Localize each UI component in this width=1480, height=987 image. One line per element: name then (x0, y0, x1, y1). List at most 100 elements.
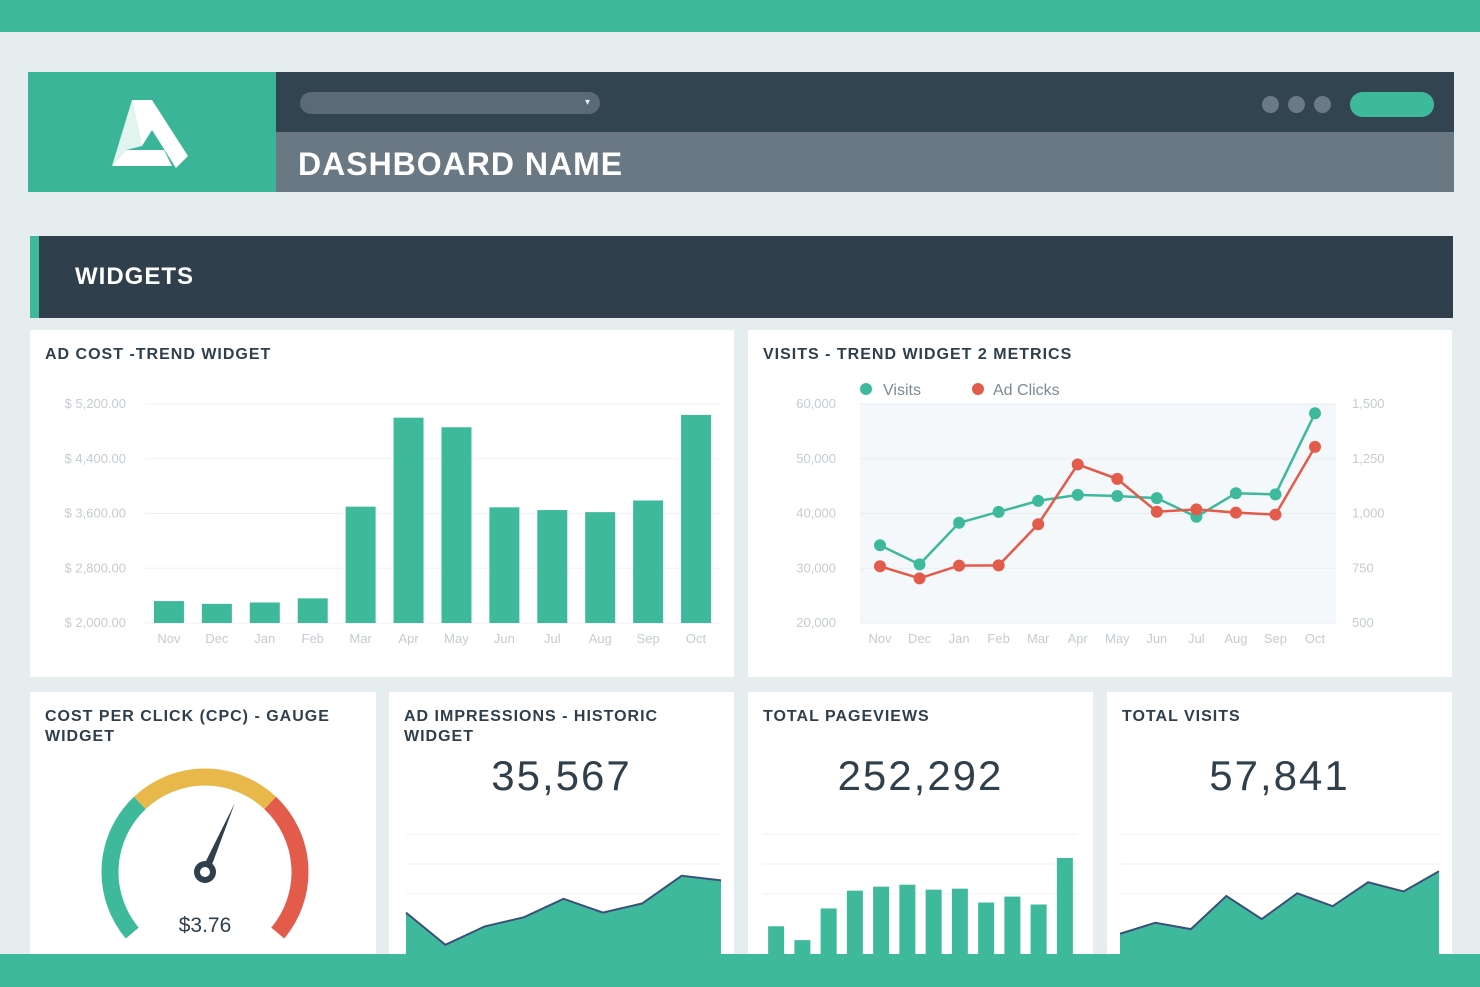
total-pageviews-value: 252,292 (837, 752, 1004, 799)
data-point (1111, 472, 1124, 485)
data-point (1032, 518, 1045, 531)
data-point (1269, 508, 1282, 521)
action-button[interactable] (1350, 92, 1434, 117)
dashboard-title: DASHBOARD NAME (298, 146, 624, 182)
area-fill (406, 875, 721, 954)
data-point (913, 558, 926, 571)
y-left-tick-label: 40,000 (796, 506, 836, 521)
pageviews-bar (846, 890, 863, 954)
x-tick-label: Jul (544, 631, 561, 646)
y-tick-label: $ 2,000.00 (65, 615, 126, 630)
y-left-tick-label: 20,000 (796, 615, 836, 630)
data-point (874, 560, 886, 573)
top-accent-band (0, 0, 1480, 32)
legend-marker (860, 383, 872, 395)
x-tick-label: Nov (157, 631, 181, 646)
bar-sep (633, 500, 664, 623)
area-line (405, 874, 722, 946)
data-point (1111, 489, 1124, 502)
x-tick-label: Feb (302, 631, 324, 646)
x-tick-label: Jan (254, 631, 275, 646)
pageviews-bar (899, 884, 916, 954)
widget-title: AD IMPRESSIONS - HISTORIC WIDGET (404, 708, 659, 745)
y-tick-label: $ 5,200.00 (65, 396, 126, 411)
gauge-segment (101, 796, 146, 939)
cpc-gauge: $3.76 (101, 768, 309, 939)
bar-feb (297, 598, 328, 623)
x-tick-label: Apr (1068, 631, 1089, 646)
app-logo[interactable] (28, 72, 276, 192)
bar-jun (489, 507, 520, 623)
bar-jul (537, 510, 568, 623)
bottom-accent-band (0, 954, 1480, 987)
x-tick-label: Dec (205, 631, 229, 646)
more-dots-icon[interactable] (1314, 96, 1331, 113)
data-point (953, 516, 966, 529)
y-left-tick-label: 30,000 (796, 560, 836, 575)
dashboard-title-bar: DASHBOARD NAME (276, 132, 1454, 192)
y-right-tick-label: 1,500 (1352, 396, 1385, 411)
widget-title: AD COST -TREND WIDGET (45, 346, 272, 363)
x-tick-label: Jun (1146, 631, 1167, 646)
x-tick-label: Feb (987, 631, 1009, 646)
area-line (1119, 870, 1440, 935)
legend-marker (972, 383, 984, 395)
y-right-tick-label: 750 (1352, 560, 1374, 575)
ad-impressions-widget[interactable]: AD IMPRESSIONS - HISTORIC WIDGET 35,567 (389, 692, 734, 954)
area-fill (1120, 871, 1439, 954)
bar-may (441, 427, 472, 623)
y-right-tick-label: 500 (1352, 615, 1374, 630)
x-tick-label: Oct (686, 631, 707, 646)
pageviews-bar (951, 888, 968, 954)
total-visits-value: 57,841 (1209, 752, 1350, 799)
ad-cost-widget[interactable]: AD COST -TREND WIDGET $ 5,200.00 $ 4,400.… (30, 330, 734, 677)
legend-label: Ad Clicks (993, 382, 1060, 399)
bar-nov (153, 601, 184, 623)
pageviews-bar (768, 926, 785, 954)
y-tick-label: $ 4,400.00 (65, 451, 126, 466)
data-point (1229, 506, 1242, 519)
dashboard-select[interactable]: ▾ (300, 92, 600, 114)
x-tick-label: Jun (494, 631, 515, 646)
pageviews-bar (978, 902, 995, 954)
data-point (1190, 503, 1203, 516)
more-dots-icon[interactable] (1262, 96, 1279, 113)
data-point (992, 559, 1005, 572)
total-pageviews-widget[interactable]: TOTAL PAGEVIEWS 252,292 (748, 692, 1093, 954)
legend-label: Visits (883, 382, 921, 399)
chevron-down-icon[interactable]: ▾ (584, 97, 590, 108)
pageviews-bar-chart (763, 833, 1078, 954)
x-tick-label: May (1105, 631, 1130, 646)
widget-title: TOTAL PAGEVIEWS (763, 708, 930, 725)
x-tick-label: Dec (908, 631, 932, 646)
triangle-logo-icon (112, 100, 188, 168)
x-tick-label: Jul (1188, 631, 1205, 646)
y-left-tick-label: 60,000 (796, 396, 836, 411)
data-point (1269, 488, 1282, 501)
series-line-visits (879, 412, 1317, 566)
more-dots-icon[interactable] (1288, 96, 1305, 113)
x-tick-label: Aug (589, 631, 612, 646)
widgets-section-title: WIDGETS (75, 263, 194, 290)
widgets-section-header: WIDGETS (30, 236, 1453, 318)
total-visits-widget[interactable]: TOTAL VISITS 57,841 (1107, 692, 1452, 954)
x-tick-label: Sep (637, 631, 660, 646)
x-tick-label: May (444, 631, 469, 646)
y-right-tick-label: 1,250 (1352, 451, 1385, 466)
cpc-gauge-widget[interactable]: COST PER CLICK (CPC) - GAUGE WIDGET $3.7… (30, 692, 376, 954)
widget-title: TOTAL VISITS (1122, 708, 1241, 725)
gauge-needle (201, 803, 235, 874)
x-tick-label: Nov (868, 631, 892, 646)
pageviews-bar (925, 889, 942, 954)
pageviews-bar (1056, 857, 1073, 954)
data-point (1309, 440, 1321, 453)
x-tick-label: Sep (1264, 631, 1287, 646)
bar-dec (201, 603, 232, 623)
visits-trend-widget[interactable]: VISITS - TREND WIDGET 2 METRICS 60,000 1,… (748, 330, 1452, 677)
data-point (1071, 458, 1084, 471)
bar-mar (345, 506, 376, 623)
data-point (1150, 492, 1163, 505)
ad-impressions-area-chart (405, 833, 722, 954)
x-tick-label: Mar (349, 631, 372, 646)
ad-impressions-value: 35,567 (491, 752, 632, 799)
